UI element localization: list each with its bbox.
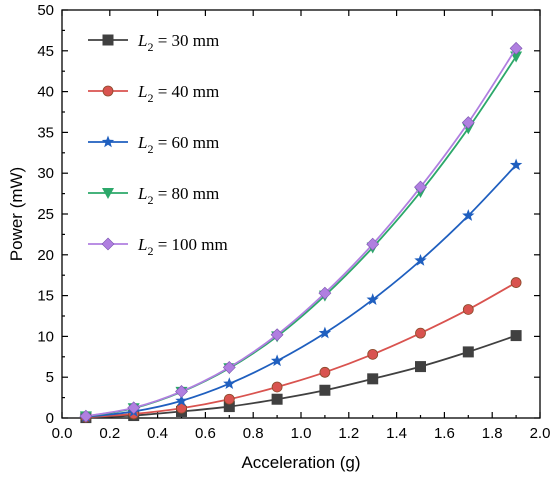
x-tick-label: 1.2 bbox=[338, 425, 359, 442]
data-point bbox=[510, 330, 522, 342]
data-point bbox=[176, 402, 187, 414]
x-tick-label: 2.0 bbox=[530, 425, 550, 442]
legend-label: L2 = 30 mm bbox=[137, 31, 219, 54]
data-point bbox=[318, 286, 332, 300]
data-point bbox=[366, 293, 379, 305]
legend-item-4: L2 = 80 mm bbox=[88, 184, 219, 207]
data-point bbox=[509, 41, 523, 55]
data-point bbox=[414, 180, 427, 194]
y-tick-label: 10 bbox=[37, 328, 54, 345]
legend-marker bbox=[102, 188, 114, 199]
data-point bbox=[367, 348, 379, 360]
data-point bbox=[175, 385, 188, 398]
series-line bbox=[85, 334, 517, 419]
x-tick-label: 0.4 bbox=[147, 425, 168, 442]
y-tick-label: 20 bbox=[37, 247, 54, 264]
data-point bbox=[127, 401, 141, 415]
legend-marker bbox=[102, 85, 114, 97]
data-point bbox=[367, 373, 379, 385]
data-point bbox=[415, 327, 426, 339]
y-tick-label: 45 bbox=[37, 43, 54, 60]
data-point bbox=[415, 361, 426, 373]
legend-marker bbox=[101, 237, 115, 251]
legend-item-1: L2 = 30 mm bbox=[88, 31, 219, 54]
y-tick-label: 50 bbox=[37, 2, 54, 19]
legend-marker bbox=[101, 135, 115, 148]
legend-item-5: L2 = 100 mm bbox=[88, 235, 228, 258]
legend-label: L2 = 100 mm bbox=[137, 235, 228, 258]
legend-item-3: L2 = 60 mm bbox=[88, 133, 219, 156]
data-point bbox=[462, 346, 474, 358]
series-line bbox=[85, 56, 517, 418]
data-point bbox=[510, 277, 522, 288]
data-point bbox=[222, 360, 236, 374]
data-point bbox=[414, 254, 427, 266]
data-point bbox=[223, 377, 236, 389]
data-point bbox=[461, 116, 475, 130]
x-tick-label: 0.2 bbox=[99, 425, 120, 442]
series-line bbox=[85, 47, 517, 418]
y-tick-label: 25 bbox=[37, 206, 54, 223]
data-point bbox=[319, 384, 331, 396]
x-axis-title: Acceleration (g) bbox=[241, 453, 360, 472]
series-group bbox=[79, 41, 523, 424]
data-point bbox=[270, 354, 284, 367]
legend-label: L2 = 40 mm bbox=[137, 82, 219, 105]
legend-marker bbox=[102, 34, 114, 46]
y-tick-label: 30 bbox=[37, 165, 54, 182]
series-2 bbox=[80, 277, 522, 423]
axes: 0.0 0.2 0.4 0.6 0.8 1.0 1.2 1.4 1.6 1.8 2.0 0 5 10 15 2… bbox=[37, 2, 550, 442]
legend-item-2: L2 = 40 mm bbox=[88, 82, 219, 105]
x-tick-label: 1.8 bbox=[482, 425, 503, 442]
data-point bbox=[509, 158, 523, 171]
data-point bbox=[223, 393, 235, 405]
data-point bbox=[175, 394, 188, 407]
data-point bbox=[366, 237, 380, 251]
series-line bbox=[85, 164, 517, 418]
x-tick-label: 0.8 bbox=[243, 425, 264, 442]
x-tick-label: 1.4 bbox=[386, 425, 407, 442]
y-tick-label: 40 bbox=[37, 84, 54, 101]
x-tick-label: 0.6 bbox=[195, 425, 216, 442]
data-point bbox=[319, 366, 331, 378]
series-5 bbox=[79, 41, 523, 423]
series-line bbox=[85, 281, 517, 419]
data-point bbox=[270, 328, 284, 342]
x-tick-label: 1.0 bbox=[291, 425, 312, 442]
data-point bbox=[79, 409, 93, 423]
x-tick-label: 0.0 bbox=[52, 425, 73, 442]
data-point bbox=[271, 381, 283, 393]
x-tick-label: 1.6 bbox=[434, 425, 455, 442]
y-tick-label: 15 bbox=[37, 288, 54, 305]
data-point bbox=[271, 393, 283, 405]
data-point bbox=[462, 209, 475, 221]
legend-label: L2 = 80 mm bbox=[137, 184, 219, 207]
y-tick-label: 0 bbox=[46, 410, 54, 427]
y-tick-label: 35 bbox=[37, 124, 54, 141]
data-point bbox=[318, 326, 332, 339]
y-axis-title: Power (mW) bbox=[7, 167, 26, 261]
legend: L2 = 30 mm L2 = 40 mm L2 = 60 mm L2 = 80 mm… bbox=[88, 31, 228, 258]
legend-label: L2 = 60 mm bbox=[137, 133, 219, 156]
y-tick-label: 5 bbox=[46, 369, 54, 386]
data-point bbox=[462, 304, 474, 315]
